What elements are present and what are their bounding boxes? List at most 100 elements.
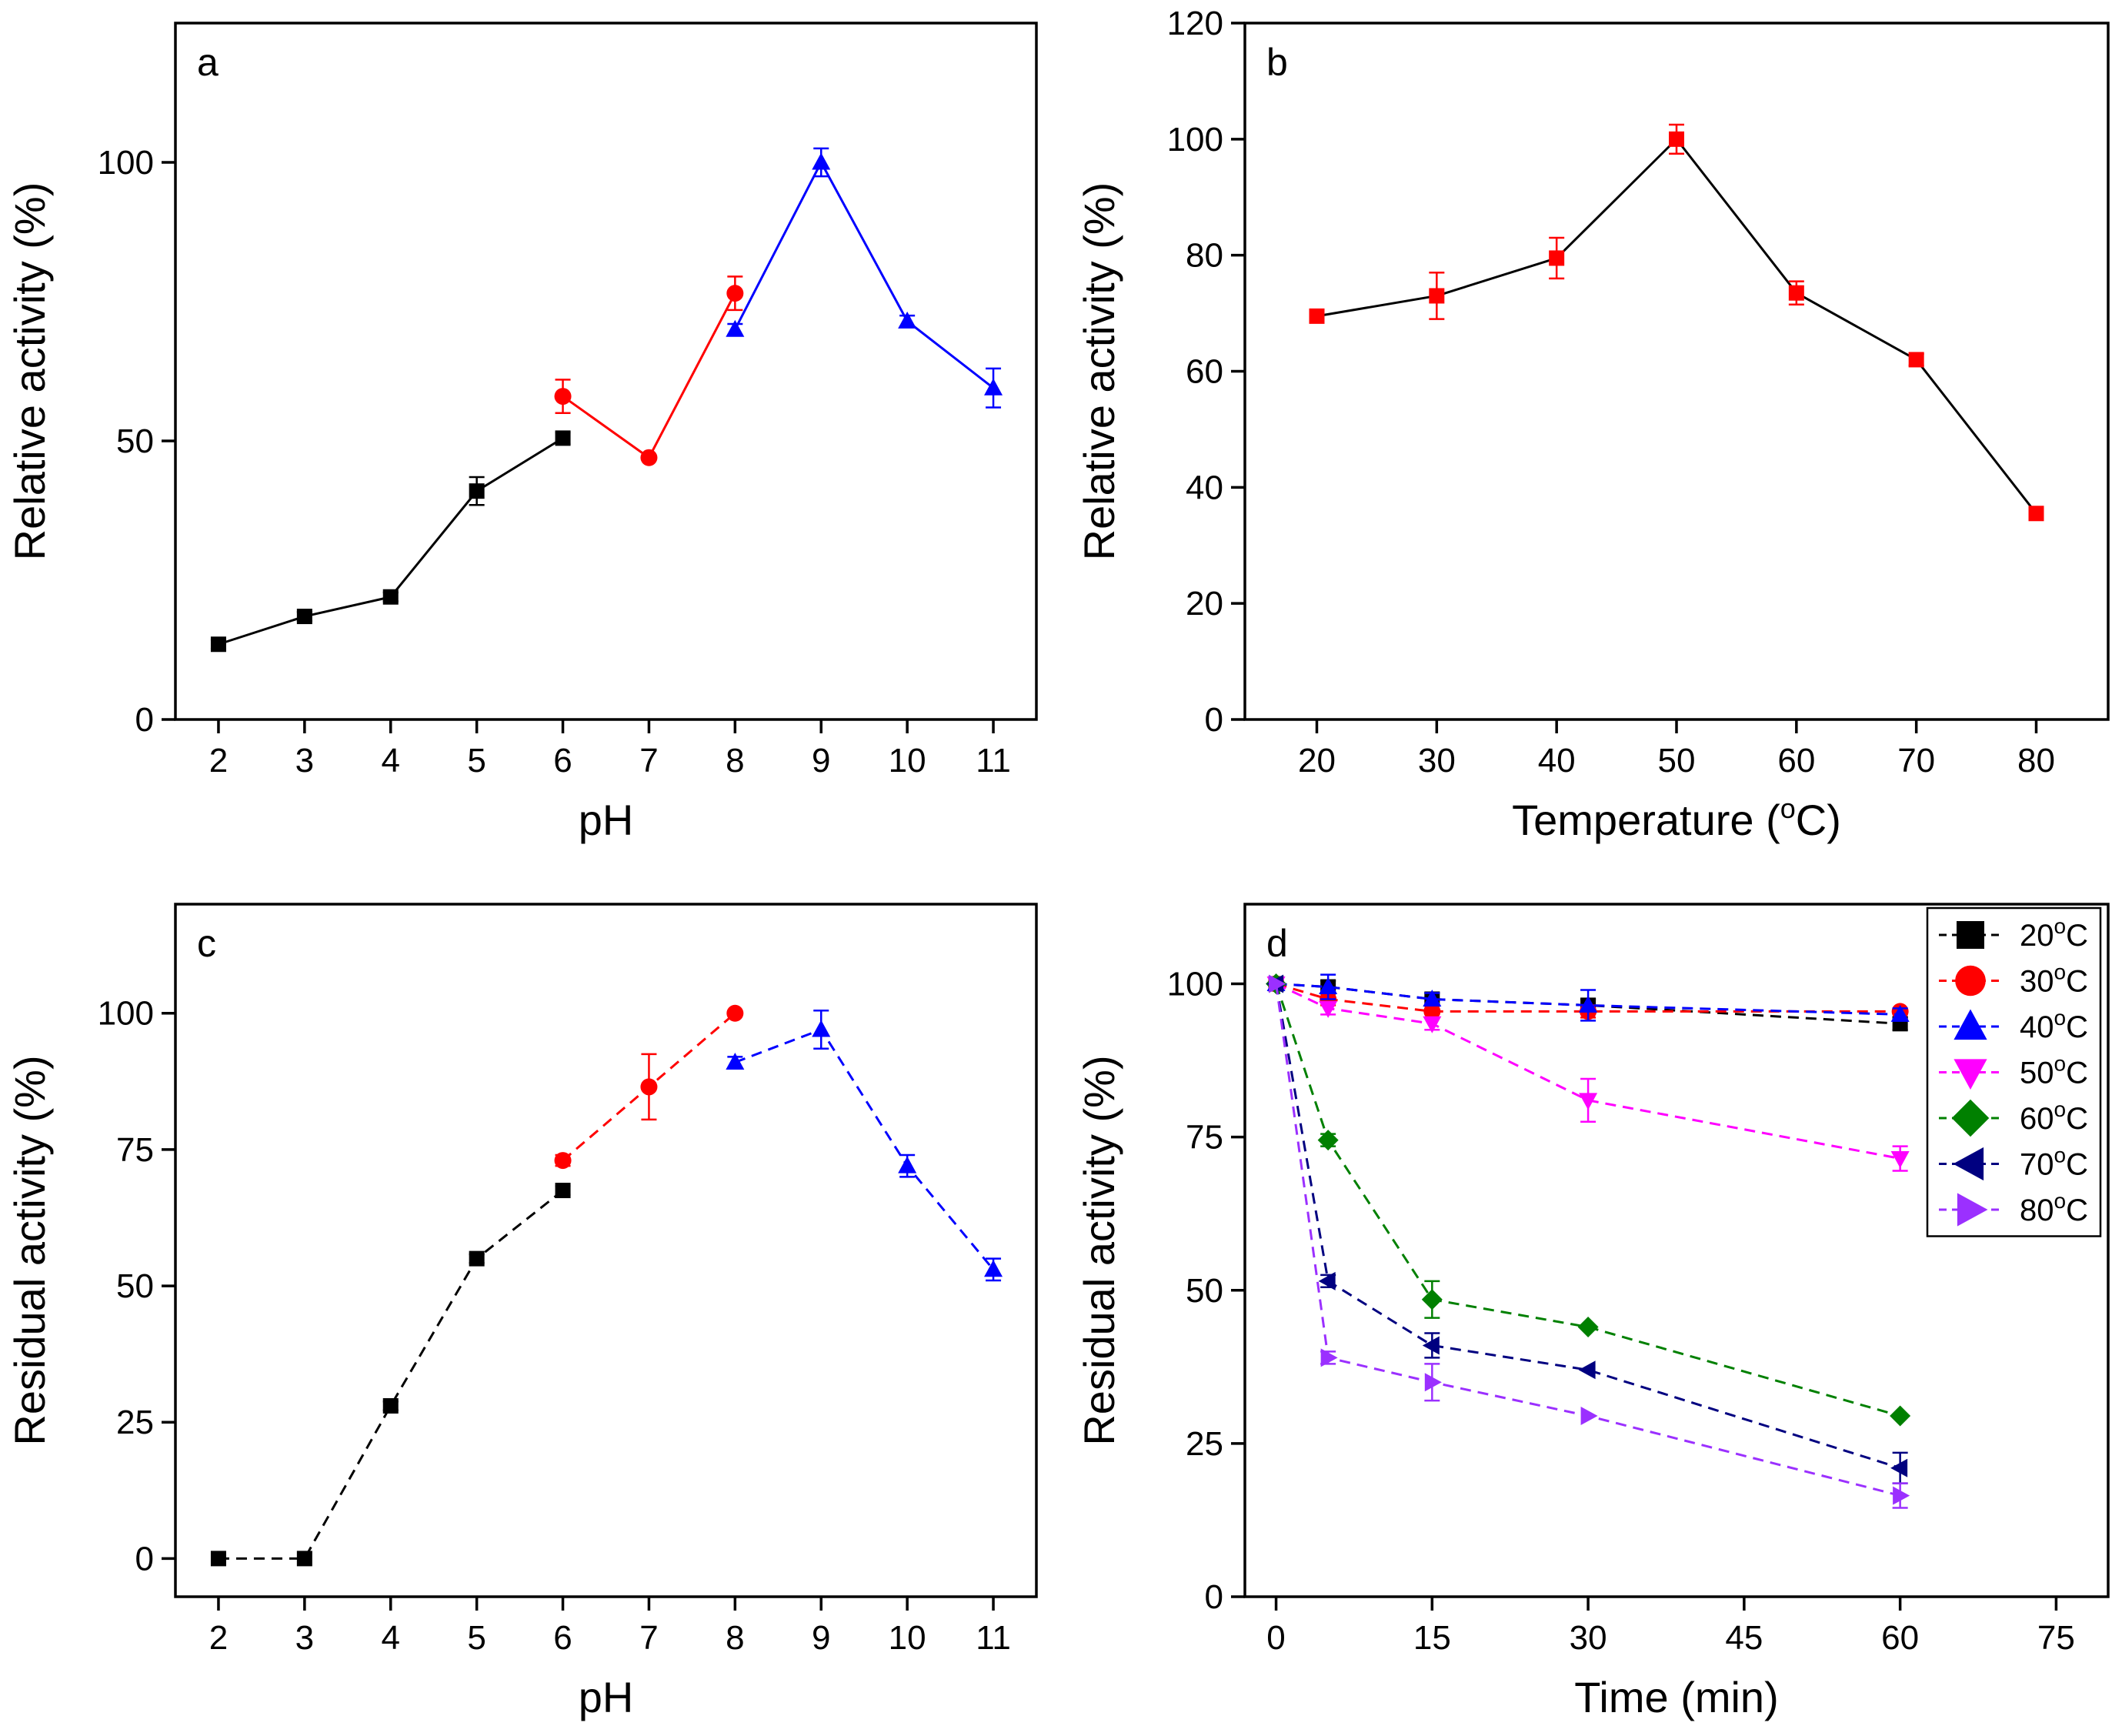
data-point <box>296 1551 312 1567</box>
data-point <box>1423 1016 1442 1033</box>
x-tick-label: 8 <box>726 1619 744 1657</box>
legend-label-suffix: C <box>2066 1010 2088 1044</box>
legend-label: 20oC <box>2020 914 2088 953</box>
y-tick-label: 50 <box>1186 1272 1223 1310</box>
legend-label-sup: o <box>2054 914 2067 938</box>
x-tick-label: 20 <box>1298 742 1336 780</box>
data-point <box>2028 506 2044 522</box>
data-point <box>640 449 658 466</box>
data-point <box>1549 250 1565 266</box>
data-point <box>382 589 399 605</box>
data-point <box>812 152 831 170</box>
legend-entry: 70oC <box>1939 1143 2088 1182</box>
panel-letter: b <box>1266 41 1288 84</box>
legend-entry: 30oC <box>1939 960 2088 999</box>
data-point <box>1580 1407 1598 1426</box>
data-point <box>1318 1271 1336 1290</box>
legend-entry: 40oC <box>1939 1006 2088 1044</box>
x-tick-label: 6 <box>553 1619 572 1657</box>
series-red <box>554 1004 744 1170</box>
legend-label-suffix: C <box>2066 1102 2088 1136</box>
legend-label-suffix: C <box>2066 1148 2088 1182</box>
series-line <box>1276 983 1900 1025</box>
x-tick-label: 10 <box>889 742 926 780</box>
x-axis-label-sup: o <box>1780 793 1796 824</box>
data-point <box>1429 288 1445 304</box>
legend-entry: 80oC <box>1939 1189 2088 1227</box>
data-point <box>812 1020 831 1037</box>
y-tick-label: 100 <box>1167 121 1223 159</box>
data-point <box>1423 989 1442 1007</box>
y-tick-label: 0 <box>1205 701 1223 739</box>
y-tick-label: 80 <box>1186 237 1223 275</box>
x-tick-label: 8 <box>726 742 744 780</box>
x-tick-label: 5 <box>467 1619 485 1657</box>
x-tick-label: 2 <box>209 742 228 780</box>
data-point <box>1424 1373 1442 1392</box>
series-activity <box>1309 123 2044 522</box>
series-line <box>1316 137 2037 515</box>
legend-marker <box>1957 921 1984 949</box>
legend-label-sup: o <box>2054 1097 2067 1121</box>
data-point <box>554 388 572 406</box>
plot-frame <box>174 22 1038 721</box>
x-tick-label: 40 <box>1538 742 1576 780</box>
panel-a: 2 3 4 5 6 7 8 9 10 11 0 50 100 a pH Relative activity (… <box>5 22 1038 844</box>
x-tick-label: 5 <box>467 742 485 780</box>
data-point <box>898 1156 917 1173</box>
legend-label-suffix: C <box>2066 965 2088 999</box>
x-tick-label: 3 <box>295 742 314 780</box>
legend-entry: 60oC <box>1939 1097 2088 1137</box>
y-axis-label: Relative activity (%) <box>1075 182 1123 561</box>
x-tick-label: 2 <box>209 1619 228 1657</box>
y-tick-label: 40 <box>1186 469 1223 506</box>
y-tick-label: 25 <box>116 1404 154 1441</box>
y-tick-label: 75 <box>116 1131 154 1169</box>
series-black <box>210 430 571 653</box>
panel-c: 2 3 4 5 6 7 8 9 10 11 0 25 50 75 100 c pH Residual activi… <box>5 903 1038 1721</box>
series-blue <box>726 147 1003 409</box>
x-tick-label: 75 <box>2037 1619 2075 1657</box>
series-line <box>1275 983 1901 1470</box>
series-line <box>562 292 736 459</box>
legend-label: 70oC <box>2020 1143 2088 1182</box>
plot-frame <box>1243 903 2110 1598</box>
series-70 <box>1266 974 1908 1484</box>
y-tick-label: 0 <box>135 701 154 739</box>
legend-label-suffix: C <box>2066 1057 2088 1090</box>
legend-label: 60oC <box>2020 1097 2088 1136</box>
x-tick-label: 10 <box>889 1619 926 1657</box>
y-tick-label: 0 <box>135 1540 154 1577</box>
y-tick-label: 100 <box>1167 966 1223 1003</box>
legend-marker <box>1957 1193 1988 1227</box>
data-point <box>469 483 485 499</box>
plot-frame <box>174 903 1038 1598</box>
data-point <box>1579 995 1598 1013</box>
series-line <box>218 1189 564 1560</box>
series-line <box>734 1028 995 1270</box>
series-blue <box>726 1009 1003 1282</box>
x-tick-label: 30 <box>1570 1619 1607 1657</box>
legend-label: 40oC <box>2020 1006 2088 1044</box>
legend-label-sup: o <box>2054 1006 2067 1030</box>
x-tick-label: 70 <box>1897 742 1935 780</box>
panel-letter: a <box>197 41 219 84</box>
x-tick-label: 11 <box>976 742 1011 780</box>
x-axis-label: Temperature (oC) <box>1512 793 1841 844</box>
y-tick-label: 0 <box>1205 1578 1223 1616</box>
data-point <box>726 1004 744 1022</box>
x-tick-label: 6 <box>553 742 572 780</box>
series-red <box>554 275 744 466</box>
legend-label-sup: o <box>2054 1189 2067 1213</box>
x-tick-label: 15 <box>1413 1619 1451 1657</box>
data-point <box>382 1397 399 1414</box>
data-point <box>1423 1003 1441 1020</box>
x-axis-label: pH <box>579 796 634 844</box>
data-point <box>1788 285 1804 301</box>
y-tick-label: 50 <box>116 422 154 460</box>
data-point <box>296 609 312 625</box>
data-point <box>555 430 571 446</box>
series-line <box>218 437 564 646</box>
legend-marker <box>1953 1147 1984 1181</box>
data-point <box>1890 1004 1910 1022</box>
